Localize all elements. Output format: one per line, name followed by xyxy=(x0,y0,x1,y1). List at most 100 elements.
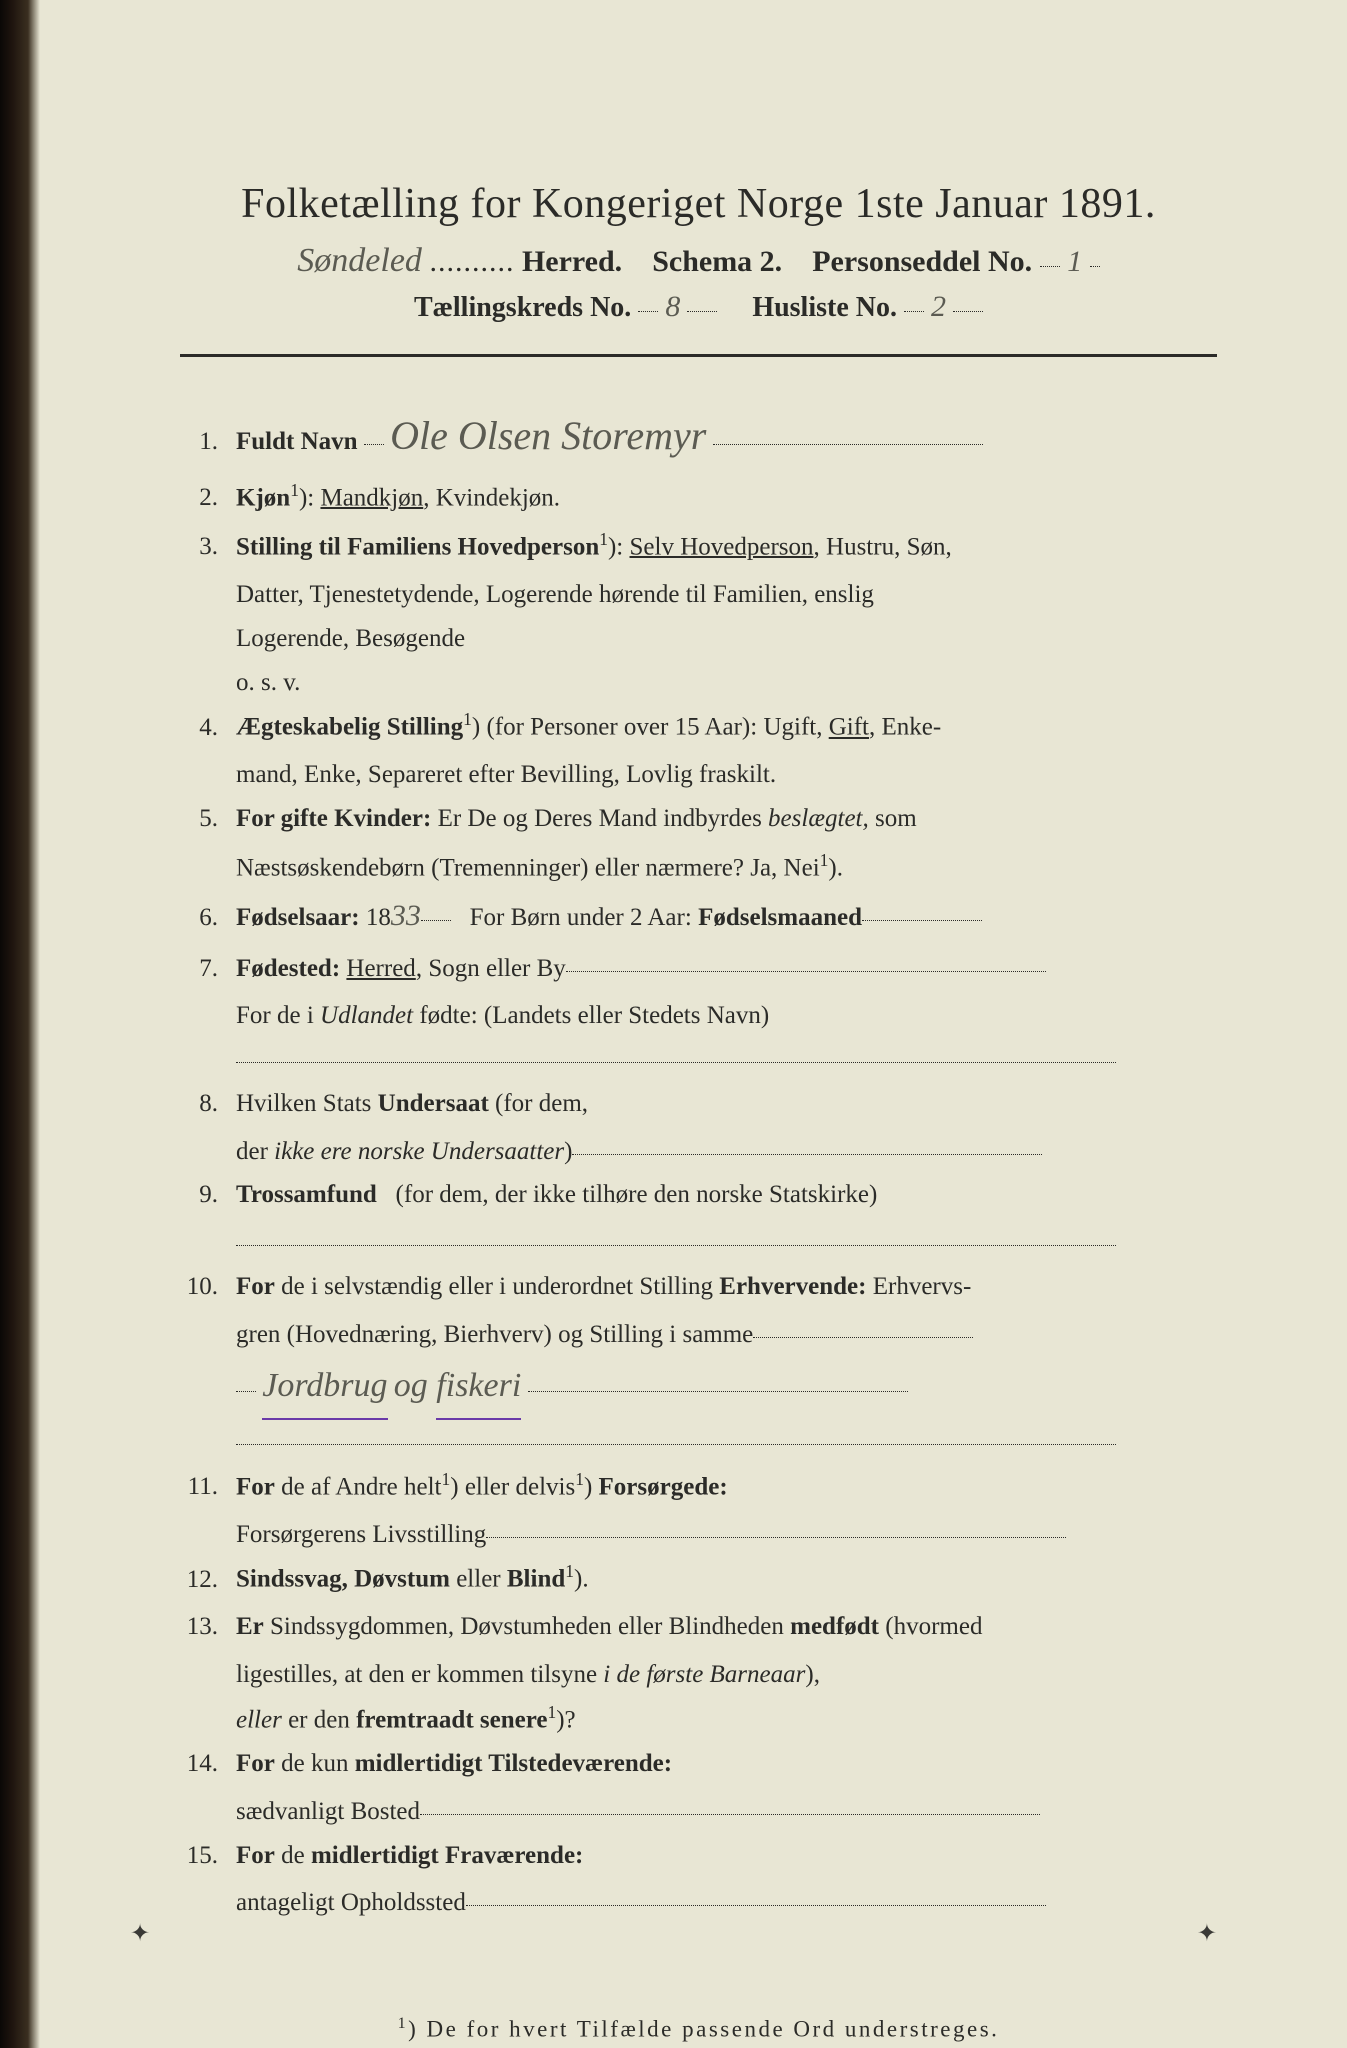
q1-label: Fuldt Navn xyxy=(236,428,358,455)
q11-bold1: For xyxy=(236,1473,275,1500)
footnote-text: De for hvert Tilfælde passende Ord under… xyxy=(427,2017,1000,2042)
q8-row: 8. Hvilken Stats Undersaat (for dem, xyxy=(180,1082,1217,1126)
q10-bold1: For xyxy=(236,1273,275,1300)
q9-body: Trossamfund (for dem, der ikke tilhøre d… xyxy=(236,1173,1217,1217)
q15-body: For de midlertidigt Fraværende: xyxy=(236,1834,1217,1878)
q8-ital: ikke ere norske Undersaatter xyxy=(274,1138,564,1165)
q13-body: Er Sindssygdommen, Døvstumheden eller Bl… xyxy=(236,1605,1217,1649)
q12-body: Sindssvag, Døvstum eller Blind1). xyxy=(236,1556,1217,1601)
q2-num: 2. xyxy=(180,476,236,520)
q14-num: 14. xyxy=(180,1742,236,1786)
q1-row: 1. Fuldt Navn Ole Olsen Storemyr xyxy=(180,401,1217,471)
q5-line1b: som xyxy=(869,805,917,832)
personseddel-no: 1 xyxy=(1067,245,1082,278)
q15-line2-text: antageligt Opholdssted xyxy=(236,1889,466,1916)
q4-body: Ægteskabelig Stilling1) (for Personer ov… xyxy=(236,704,1217,749)
q14-bold1: For xyxy=(236,1750,275,1777)
q6-month-label: Fødselsmaaned xyxy=(698,904,862,931)
q10-blank-line xyxy=(180,1420,1217,1464)
q11-text2: eller delvis xyxy=(459,1473,576,1500)
q8-line2a: der xyxy=(236,1138,274,1165)
dots xyxy=(638,311,658,312)
q10-bold2: Erhvervende: xyxy=(719,1273,866,1300)
q11-row: 11. For de af Andre helt1) eller delvis1… xyxy=(180,1464,1217,1509)
q6-year-prefix: 18 xyxy=(366,904,391,931)
q11-line2-text: Forsørgerens Livsstilling xyxy=(236,1521,486,1548)
q15-line2: antageligt Opholdssted xyxy=(180,1881,1217,1925)
q9-label: Trossamfund xyxy=(236,1181,377,1208)
dots xyxy=(236,1245,1116,1246)
q5-num: 5. xyxy=(180,797,236,841)
sup: 1 xyxy=(599,529,608,549)
q1-body: Fuldt Navn Ole Olsen Storemyr xyxy=(236,401,1217,471)
footnote: 1) De for hvert Tilfælde passende Ord un… xyxy=(180,2015,1217,2043)
q5-row: 5. For gifte Kvinder: Er De og Deres Man… xyxy=(180,797,1217,841)
schema-label: Schema 2. xyxy=(652,245,782,278)
sup: 1 xyxy=(290,480,299,500)
kreds-no: 8 xyxy=(665,290,680,323)
q10-line2-text: gren (Hovednæring, Bierhverv) og Stillin… xyxy=(236,1321,753,1348)
q7-body: Fødested: Herred, Sogn eller By xyxy=(236,947,1217,991)
q13-bold3: fremtraadt senere xyxy=(356,1706,547,1733)
q14-line2: sædvanligt Bosted xyxy=(180,1790,1217,1834)
q14-line2-text: sædvanligt Bosted xyxy=(236,1798,420,1825)
q8-num: 8. xyxy=(180,1082,236,1126)
q10-line2: gren (Hovednæring, Bierhverv) og Stillin… xyxy=(180,1313,1217,1357)
q7-line2b: fødte: (Landets eller Stedets Navn) xyxy=(413,1002,769,1029)
q12-rest: eller xyxy=(450,1566,507,1593)
q5-label: For gifte Kvinder: xyxy=(236,805,431,832)
q3-underlined: Selv Hovedperson xyxy=(630,533,814,560)
q6-row: 6. Fødselsaar: 1833 For Børn under 2 Aar… xyxy=(180,890,1217,943)
sup: 1 xyxy=(820,850,829,870)
q12-num: 12. xyxy=(180,1558,236,1602)
dots xyxy=(904,311,924,312)
q11-line2: Forsørgerens Livsstilling xyxy=(180,1513,1217,1557)
q14-body: For de kun midlertidigt Tilstedeværende: xyxy=(236,1742,1217,1786)
q10-hand-line: Jordbrug og fiskeri xyxy=(180,1356,1217,1420)
q15-row: 15. For de midlertidigt Fraværende: xyxy=(180,1834,1217,1878)
q3-line4-text: o. s. v. xyxy=(236,669,300,696)
sup: 1 xyxy=(547,1702,556,1722)
kreds-label: Tællingskreds No. xyxy=(414,292,631,323)
dots xyxy=(528,1391,908,1392)
q10-row: 10. For de i selvstændig eller i underor… xyxy=(180,1265,1217,1309)
q10-hand-mid: og xyxy=(394,1367,437,1404)
census-form-page: Folketælling for Kongeriget Norge 1ste J… xyxy=(0,0,1347,2048)
q3-line2-text: Datter, Tjenestetydende, Logerende høren… xyxy=(236,581,874,608)
q6-label: Fødselsaar: xyxy=(236,904,360,931)
q3-line4: o. s. v. xyxy=(180,661,1217,705)
dots xyxy=(566,971,1046,972)
q3-body: Stilling til Familiens Hovedperson1): Se… xyxy=(236,524,1217,569)
header-line-1: Søndeled .......... Herred. Schema 2. Pe… xyxy=(180,242,1217,280)
q5-line2-text: Næstsøskendebørn (Tremenninger) eller næ… xyxy=(236,854,820,881)
q8-line1b: (for dem, xyxy=(489,1090,588,1117)
q3-line3: Logerende, Besøgende xyxy=(180,617,1217,661)
q7-num: 7. xyxy=(180,947,236,991)
header-line-2: Tællingskreds No. 8 Husliste No. 2 xyxy=(180,290,1217,324)
dots xyxy=(364,444,384,445)
q13-text1: Sindssygdommen, Døvstumheden eller Blind… xyxy=(264,1613,790,1640)
q5-ital: beslægtet, xyxy=(768,805,869,832)
sup: 1 xyxy=(441,1469,450,1489)
page-title: Folketælling for Kongeriget Norge 1ste J… xyxy=(180,180,1217,228)
q6-num: 6. xyxy=(180,896,236,940)
q7-row: 7. Fødested: Herred, Sogn eller By xyxy=(180,947,1217,991)
q4-line1a: (for Personer over 15 Aar): Ugift, xyxy=(486,714,828,741)
q12-text: Sindssvag, Døvstum xyxy=(236,1566,450,1593)
divider-rule xyxy=(180,354,1217,357)
dots xyxy=(753,1337,973,1338)
q13-line2b: ), xyxy=(805,1661,820,1688)
q12-row: 12. Sindssvag, Døvstum eller Blind1). xyxy=(180,1556,1217,1601)
q7-line2: For de i Udlandet fødte: (Landets eller … xyxy=(180,994,1217,1038)
q13-line3b: er den xyxy=(282,1706,356,1733)
q13-bold1: Er xyxy=(236,1613,264,1640)
dots xyxy=(236,1391,256,1392)
footnote-sup: 1 xyxy=(398,2015,409,2032)
dots xyxy=(466,1905,1046,1906)
q3-line3-text: Logerende, Besøgende xyxy=(236,625,465,652)
q4-row: 4. Ægteskabelig Stilling1) (for Personer… xyxy=(180,704,1217,749)
q10-hand1: Jordbrug xyxy=(262,1356,387,1420)
q7-blank-line xyxy=(180,1038,1217,1082)
q8-line2: der ikke ere norske Undersaatter) xyxy=(180,1130,1217,1174)
q7-ital: Udlandet xyxy=(320,1002,413,1029)
